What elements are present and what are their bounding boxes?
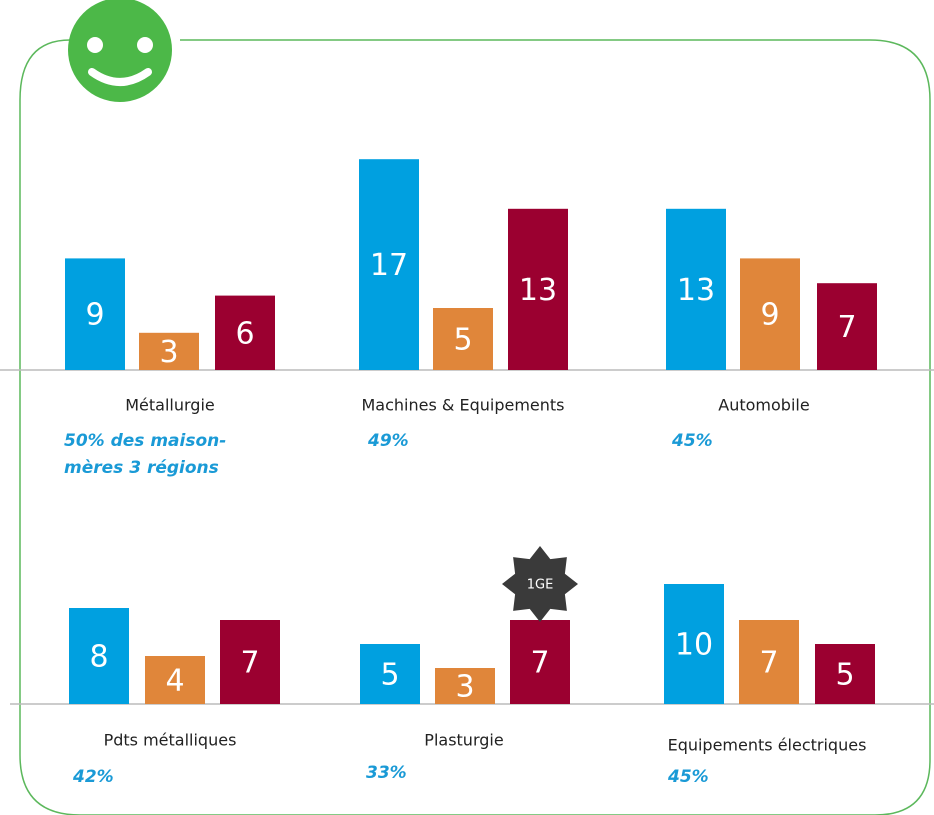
bar xyxy=(666,208,726,370)
bar xyxy=(433,308,493,370)
value-label: 6 xyxy=(235,316,254,351)
bar xyxy=(145,656,205,704)
smiley xyxy=(68,0,172,102)
value-label: 5 xyxy=(380,658,399,693)
bar xyxy=(359,159,419,370)
category-title: Equipements électriques xyxy=(668,736,867,755)
bar xyxy=(215,295,275,370)
value-label: 17 xyxy=(370,248,408,283)
bar xyxy=(739,620,799,704)
bar xyxy=(69,608,129,704)
share-label: 45% xyxy=(671,431,713,451)
category-title: Métallurgie xyxy=(125,396,215,415)
value-label: 7 xyxy=(240,646,259,681)
share-label: 45% xyxy=(667,767,709,787)
value-label: 5 xyxy=(835,658,854,693)
share-label: 50% des maison- xyxy=(64,431,226,451)
value-label: 7 xyxy=(530,646,549,681)
bar xyxy=(817,283,877,370)
bar xyxy=(65,258,125,370)
category-title: Pdts métalliques xyxy=(104,731,237,750)
category-title: Machines & Equipements xyxy=(362,396,565,415)
badge xyxy=(502,546,578,622)
value-label: 4 xyxy=(165,664,184,699)
share-label: 42% xyxy=(72,767,114,787)
value-label: 9 xyxy=(760,298,779,333)
category-title: Automobile xyxy=(718,396,809,415)
bar xyxy=(360,644,420,704)
category-title: Plasturgie xyxy=(424,731,503,750)
bar xyxy=(220,620,280,704)
value-label: 9 xyxy=(85,298,104,333)
value-label: 5 xyxy=(453,323,472,358)
value-label: 3 xyxy=(159,335,178,370)
value-label: 7 xyxy=(759,646,778,681)
bar xyxy=(510,620,570,704)
value-label: 13 xyxy=(519,273,557,308)
badge-label: 1GE xyxy=(527,578,554,593)
bar xyxy=(664,584,724,704)
bar xyxy=(815,644,875,704)
value-label: 13 xyxy=(677,273,715,308)
frame xyxy=(19,39,931,815)
value-label: 7 xyxy=(837,310,856,345)
value-label: 10 xyxy=(675,628,713,663)
bar xyxy=(508,208,568,370)
value-label: 3 xyxy=(455,670,474,705)
bar xyxy=(435,668,495,704)
value-label: 8 xyxy=(89,640,108,675)
bar xyxy=(740,258,800,370)
share-label: 33% xyxy=(366,763,407,783)
bar xyxy=(139,332,199,370)
share-label: 49% xyxy=(367,431,409,451)
share-label: mères 3 régions xyxy=(64,458,219,478)
